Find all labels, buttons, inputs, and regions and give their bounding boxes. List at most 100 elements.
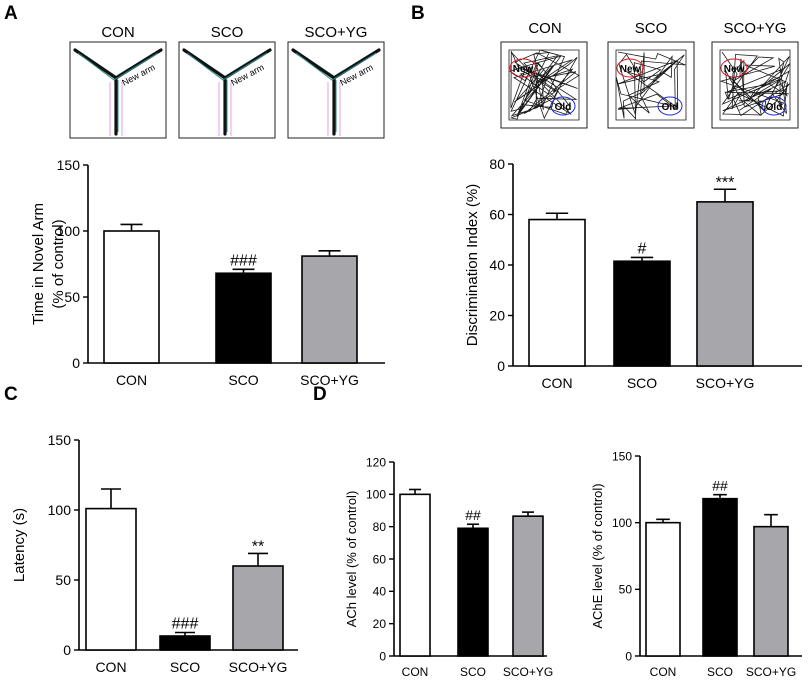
x-tick-label: CON — [116, 372, 147, 388]
new-object-zone — [616, 58, 644, 78]
animal-track — [73, 48, 163, 136]
panel-label-a: A — [4, 3, 18, 24]
y-tick-label: 0 — [625, 649, 632, 663]
y-tick-label: 0 — [497, 358, 505, 374]
y-tick-label: 50 — [619, 583, 633, 597]
y-tick-label: 0 — [72, 355, 80, 371]
bar-sco-yg — [512, 515, 544, 657]
y-tick-label: 20 — [489, 308, 505, 324]
animal-track — [182, 48, 272, 136]
y-tick-label: 80 — [373, 520, 387, 534]
y-axis-title: Latency (s) — [11, 508, 28, 582]
bar-sco — [457, 527, 489, 657]
x-tick-label: SCO+YG — [503, 665, 553, 679]
maze-outline — [109, 82, 123, 136]
nor-title-sco: SCO — [635, 20, 668, 37]
bar-con — [103, 230, 160, 364]
y-tick-label: 60 — [373, 552, 387, 566]
y-axis-title: Time in Novel Arm — [30, 203, 47, 325]
animal-track — [508, 49, 580, 121]
animal-track — [186, 52, 268, 132]
new-object-label: New — [513, 64, 534, 75]
new-object-label: New — [724, 64, 745, 75]
y-tick-label: 150 — [612, 449, 632, 463]
bar-sco-yg — [232, 565, 284, 651]
bar-sco-yg — [696, 201, 754, 367]
old-object-label: Old — [766, 102, 783, 113]
y-tick-label: 20 — [373, 617, 387, 631]
significance-label: # — [638, 240, 647, 257]
significance-label: ## — [712, 478, 728, 494]
chart-b: 0 20 40 60 80 Discrimination Index (%) CON # SCO… — [464, 156, 802, 391]
animal-track — [719, 49, 791, 121]
bar-con — [85, 507, 137, 651]
significance-label: ### — [230, 252, 257, 269]
maze-outline — [327, 82, 341, 136]
panel-label-b: B — [411, 3, 425, 24]
y-tick-label: 50 — [55, 572, 71, 588]
significance-label: ### — [172, 616, 199, 633]
significance-label: ** — [252, 538, 264, 555]
y-axis-subtitle: (% of control) — [50, 219, 67, 308]
x-tick-label: CON — [402, 665, 429, 679]
nor-title-con: CON — [528, 20, 561, 37]
bar-sco-yg — [301, 255, 358, 364]
x-tick-label: SCO — [228, 372, 258, 388]
y-tick-label: 100 — [48, 502, 72, 518]
y-tick-label: 100 — [612, 516, 632, 530]
x-tick-label: SCO+YG — [300, 372, 359, 388]
chart-d1: 0 20 40 60 80 100 120 ACh level (% of control) C… — [344, 455, 553, 679]
nor-title-scoyg: SCO+YG — [724, 20, 787, 37]
chart-c: 0 50 100 150 Latency (s) CON ### SCO ** SCO+YG — [11, 432, 298, 675]
y-tick-label: 150 — [48, 432, 72, 448]
ymaze-title-sco: SCO — [211, 24, 244, 41]
x-tick-label: SCO+YG — [229, 659, 288, 675]
y-tick-label: 40 — [489, 257, 505, 273]
new-object-zone — [509, 58, 537, 78]
object-recognition-track-image: New Old — [500, 41, 588, 129]
x-tick-label: CON — [541, 375, 572, 391]
bar-con — [399, 493, 431, 657]
significance-label: *** — [716, 174, 735, 191]
y-tick-label: 100 — [366, 488, 386, 502]
y-tick-label: 0 — [63, 642, 71, 658]
y-tick-label: 40 — [373, 585, 387, 599]
old-object-label: Old — [555, 102, 572, 113]
x-tick-label: SCO+YG — [746, 665, 796, 679]
y-tick-label: 0 — [379, 649, 386, 663]
y-tick-label: 80 — [489, 156, 505, 172]
significance-label: ## — [465, 507, 481, 523]
y-tick-label: 120 — [366, 455, 386, 469]
x-tick-label: SCO — [460, 665, 486, 679]
animal-track — [77, 52, 159, 132]
new-object-label: New — [620, 64, 641, 75]
ymaze-track-image: New arm — [287, 41, 385, 139]
bar-sco — [159, 635, 211, 651]
old-object-label: Old — [662, 102, 679, 113]
y-axis-title: ACh level (% of control) — [344, 491, 359, 628]
y-tick-label: 60 — [489, 207, 505, 223]
maze-outline — [218, 82, 232, 136]
panel-label-d: D — [313, 384, 327, 405]
ymaze-track-image: New arm — [178, 41, 276, 139]
bar-con — [528, 218, 586, 367]
y-axis-title: AChE level (% of control) — [590, 483, 605, 628]
x-tick-label: CON — [650, 665, 677, 679]
ymaze-title-scoyg: SCO+YG — [305, 24, 368, 41]
bar-con — [645, 521, 681, 657]
animal-track — [295, 52, 377, 132]
panel-label-c: C — [4, 384, 18, 405]
x-tick-label: SCO — [170, 659, 200, 675]
object-recognition-track-image: New Old — [607, 41, 695, 129]
object-recognition-track-image: New Old — [711, 41, 799, 129]
new-object-zone — [720, 58, 748, 78]
ymaze-title-con: CON — [101, 24, 134, 41]
bar-sco — [702, 497, 738, 657]
y-tick-label: 50 — [64, 289, 80, 305]
animal-track — [291, 48, 381, 136]
old-object-zone — [550, 96, 576, 116]
bar-sco — [613, 260, 671, 367]
bar-sco — [215, 272, 272, 364]
